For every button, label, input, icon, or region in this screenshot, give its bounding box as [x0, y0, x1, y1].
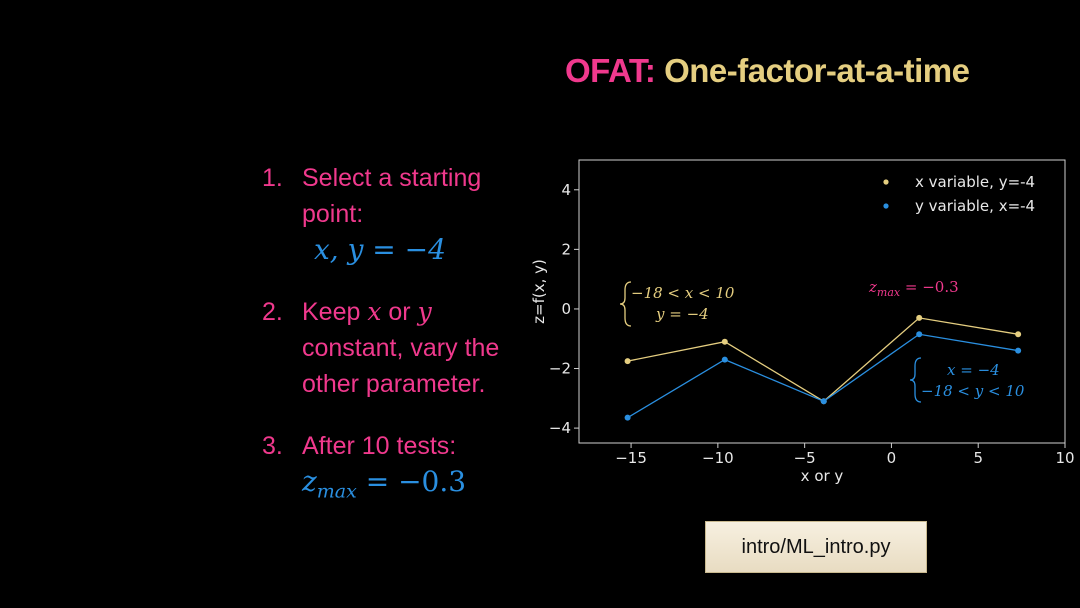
zmax-base: z: [868, 278, 877, 296]
x-tick-label: −10: [702, 449, 734, 467]
step-2-line-1: Keep x or y: [302, 294, 552, 330]
step-1-line-1: Select a starting: [302, 164, 482, 192]
zmax-sub: max: [877, 286, 901, 299]
y-tick-label: −4: [549, 419, 571, 437]
x-tick-label: 5: [973, 449, 983, 467]
series-1-point: [916, 314, 923, 321]
series-1-point: [721, 338, 728, 345]
steps-list: 1. Select a starting point: x, y = −4 2.…: [262, 160, 552, 510]
series-1-point: [624, 358, 631, 365]
title-acronym: OFAT:: [565, 52, 656, 89]
series-2-point: [1015, 347, 1022, 354]
x-tick-label: −15: [615, 449, 647, 467]
title-text: One-factor-at-a-time: [664, 52, 970, 89]
series-2-point: [820, 398, 827, 405]
series-2-point: [916, 331, 923, 338]
step-2-y: y: [417, 297, 432, 326]
zmax-rest: = −0.3: [900, 278, 959, 296]
y-tick-label: −2: [549, 360, 571, 378]
y-axis-label: z=f(x, y): [530, 259, 548, 324]
series-2-point: [721, 356, 728, 363]
step-3: 3. After 10 tests: zmax = −0.3: [262, 428, 552, 510]
step-1-math: x, y = −4: [314, 233, 446, 266]
ofat-chart: −15 −10 −5 0 5 10 −4 −2 0 2 4 x or y z=f(x, y) x vari…: [530, 159, 1075, 485]
step-3-number: 3.: [262, 432, 283, 460]
legend-label-1: x variable, y=-4: [915, 173, 1035, 191]
step-3-math-base: z: [302, 465, 317, 498]
x-tick-label: 0: [887, 449, 897, 467]
legend-label-2: y variable, x=-4: [915, 197, 1035, 215]
legend-marker-1: [883, 179, 889, 185]
step-3-line-1: After 10 tests:: [302, 432, 457, 460]
step-2-line-2: constant, vary the: [302, 334, 500, 362]
step-2: 2. Keep x or y constant, vary the other …: [262, 294, 552, 428]
step-3-math-rest: = −0.3: [356, 465, 467, 498]
series-1-point: [1015, 331, 1022, 338]
x-tick-label: 10: [1055, 449, 1074, 467]
blue-annotation-line-1: x = −4: [947, 361, 1000, 379]
plot-frame: [578, 159, 1066, 444]
zmax-annotation: zmax = −0.3: [868, 278, 959, 299]
step-2-number: 2.: [262, 298, 283, 326]
gold-brace: [619, 281, 632, 327]
step-2-line-3: other parameter.: [302, 370, 486, 398]
step-2-keep: Keep: [302, 298, 361, 326]
legend-marker-2: [883, 203, 889, 209]
gold-annotation-line-1: −18 < x < 10: [631, 284, 735, 302]
step-2-or: or: [388, 298, 411, 326]
step-1-line-2: point:: [302, 200, 364, 228]
x-axis-label: x or y: [801, 467, 844, 485]
slide-title: OFAT: One-factor-at-a-time: [565, 52, 1065, 90]
code-file-label: intro/ML_intro.py: [705, 521, 927, 573]
gold-annotation-line-2: y = −4: [655, 305, 709, 323]
blue-brace: [909, 357, 922, 403]
y-tick-label: 2: [561, 240, 571, 258]
step-1: 1. Select a starting point: x, y = −4: [262, 160, 552, 294]
blue-annotation-line-2: −18 < y < 10: [921, 382, 1025, 400]
series-2-point: [624, 414, 631, 421]
step-3-math-sub: max: [316, 480, 357, 503]
step-1-number: 1.: [262, 164, 283, 192]
step-3-math: zmax = −0.3: [302, 464, 552, 510]
x-tick-label: −5: [794, 449, 816, 467]
y-tick-label: 0: [561, 300, 571, 318]
y-tick-label: 4: [561, 181, 571, 199]
step-2-x: x: [367, 297, 382, 326]
